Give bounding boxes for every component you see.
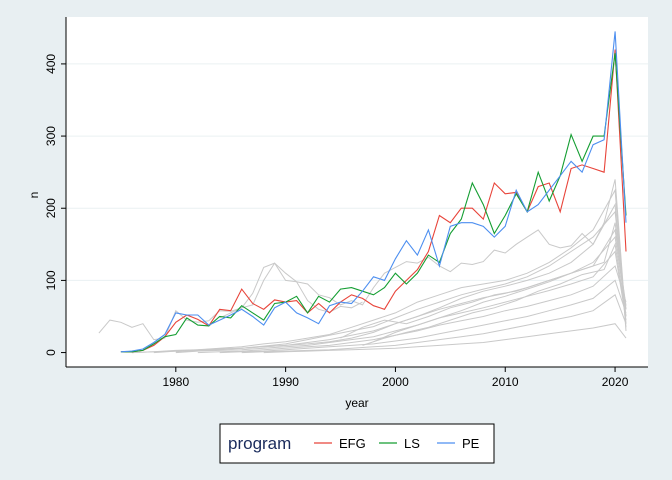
- background-series-line: [263, 323, 627, 354]
- x-tick-label: 1980: [162, 375, 189, 389]
- plot-area: [66, 17, 648, 367]
- y-tick-label: 200: [44, 198, 58, 218]
- y-tick-label: 400: [44, 54, 58, 74]
- legend-items: EFG LS PE: [314, 436, 480, 451]
- ticks: 1980 1990 2000 2010 2020 0 100 200 300 400: [44, 54, 629, 389]
- gridlines: [66, 63, 648, 281]
- background-series-line: [175, 250, 627, 354]
- highlighted-series: [120, 31, 627, 353]
- background-series-line: [373, 228, 627, 343]
- series-line-efg: [120, 49, 627, 353]
- legend-label-efg: EFG: [339, 436, 366, 451]
- background-series-line: [131, 188, 627, 354]
- x-tick-label: 2010: [492, 375, 519, 389]
- background-series-line: [219, 279, 627, 354]
- background-series-line: [197, 265, 627, 354]
- series-line-pe: [120, 31, 627, 353]
- legend-title: program: [228, 434, 291, 453]
- x-axis-title: year: [345, 396, 368, 410]
- legend-label-ls: LS: [404, 436, 420, 451]
- background-series-line: [241, 294, 627, 354]
- x-tick-label: 2000: [382, 375, 409, 389]
- y-axis-title: n: [27, 192, 41, 199]
- x-tick-label: 2020: [602, 375, 629, 389]
- legend-label-pe: PE: [462, 436, 480, 451]
- series-line-ls: [120, 53, 627, 353]
- background-series-line: [362, 242, 627, 346]
- y-tick-label: 300: [44, 126, 58, 146]
- legend: program EFG LS PE: [219, 423, 495, 464]
- y-tick-label: 0: [44, 349, 58, 356]
- background-series-line: [98, 262, 363, 341]
- axes: [65, 17, 648, 368]
- y-tick-label: 100: [44, 270, 58, 290]
- background-series-line: [340, 222, 627, 339]
- x-tick-label: 1990: [272, 375, 299, 389]
